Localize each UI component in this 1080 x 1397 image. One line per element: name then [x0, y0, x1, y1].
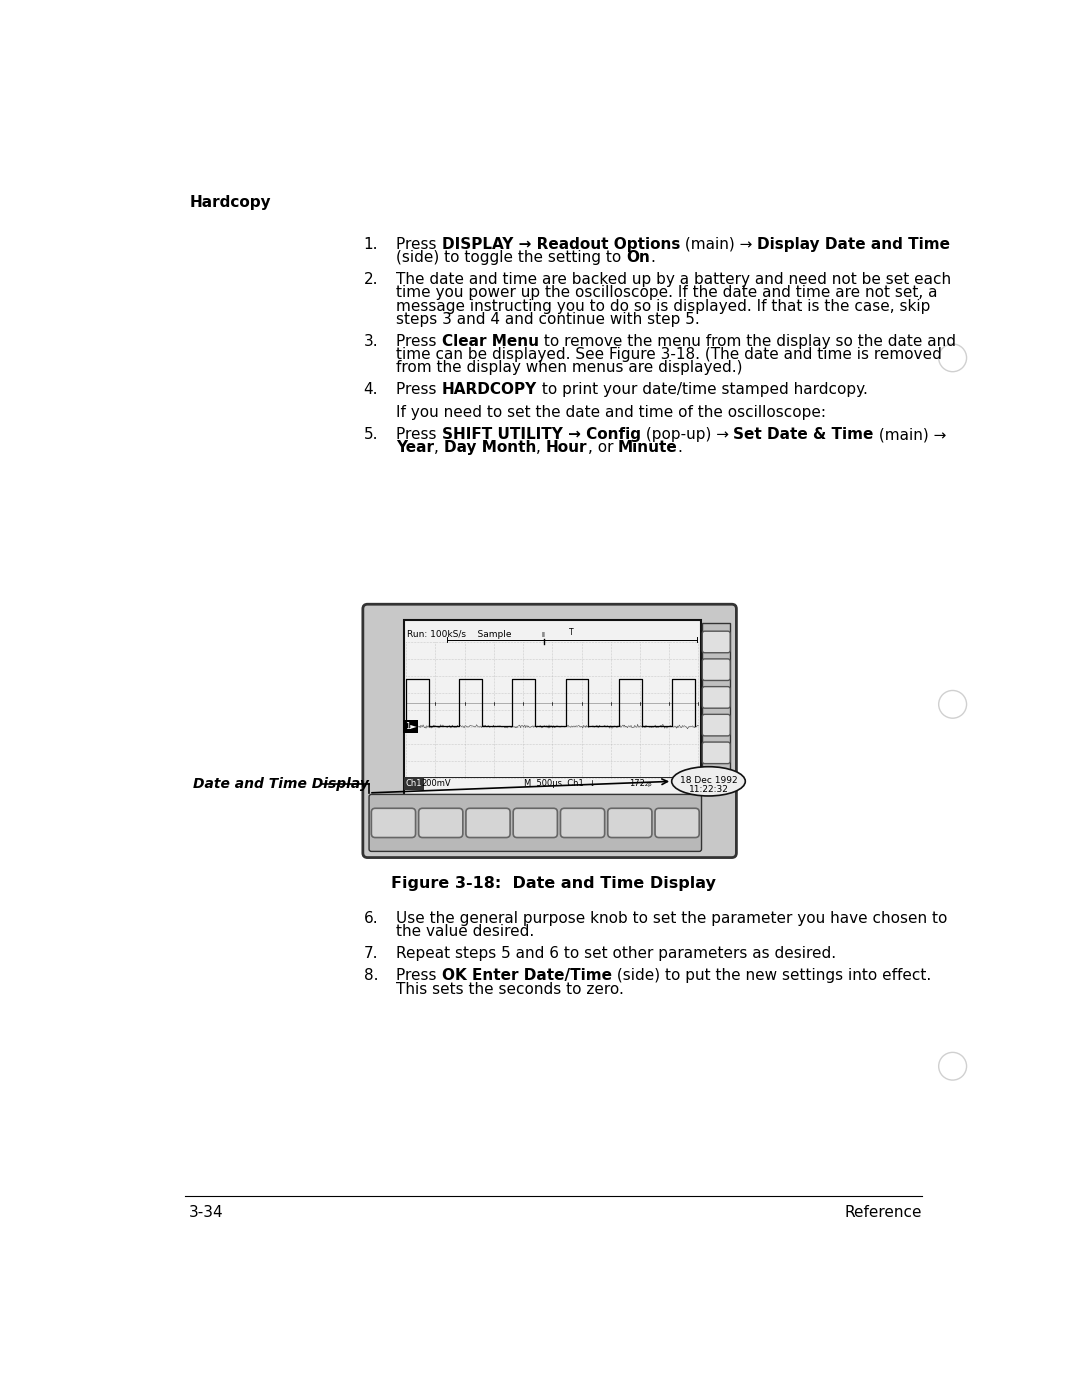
Text: Figure 3-18:  Date and Time Display: Figure 3-18: Date and Time Display: [391, 876, 716, 891]
Text: Minute: Minute: [618, 440, 677, 455]
FancyBboxPatch shape: [702, 686, 730, 708]
FancyBboxPatch shape: [702, 631, 730, 652]
Text: Use the general purpose knob to set the parameter you have chosen to: Use the general purpose knob to set the …: [396, 911, 947, 926]
Text: 6.: 6.: [364, 911, 378, 926]
FancyBboxPatch shape: [561, 809, 605, 838]
Text: T: T: [569, 627, 575, 637]
Text: message instructing you to do so is displayed. If that is the case, skip: message instructing you to do so is disp…: [396, 299, 931, 313]
Text: (pop-up) →: (pop-up) →: [640, 427, 733, 441]
Text: Run: 100kS/s    Sample: Run: 100kS/s Sample: [407, 630, 512, 640]
Text: OK Enter Date/Time: OK Enter Date/Time: [442, 968, 611, 983]
Text: Year: Year: [396, 440, 434, 455]
Text: from the display when menus are displayed.): from the display when menus are displaye…: [396, 360, 743, 376]
Text: Repeat steps 5 and 6 to set other parameters as desired.: Repeat steps 5 and 6 to set other parame…: [396, 946, 836, 961]
Text: HARDCOPY: HARDCOPY: [442, 383, 537, 398]
Text: 4.: 4.: [364, 383, 378, 398]
Text: M  500μs  Ch1  ↓: M 500μs Ch1 ↓: [524, 780, 596, 788]
Text: Display Date and Time: Display Date and Time: [757, 237, 950, 251]
FancyBboxPatch shape: [656, 809, 699, 838]
Text: , or: , or: [588, 440, 618, 455]
FancyBboxPatch shape: [702, 659, 730, 680]
Text: Hardcopy: Hardcopy: [189, 194, 271, 210]
Text: Press: Press: [396, 427, 442, 441]
Text: II: II: [541, 631, 545, 638]
Text: DISPLAY → Readout Options: DISPLAY → Readout Options: [442, 237, 680, 251]
FancyBboxPatch shape: [608, 809, 652, 838]
FancyBboxPatch shape: [372, 809, 416, 838]
Text: If you need to set the date and time of the oscilloscope:: If you need to set the date and time of …: [396, 405, 826, 420]
Text: 172₂ₚ: 172₂ₚ: [629, 780, 651, 788]
FancyBboxPatch shape: [465, 809, 510, 838]
Text: time you power up the oscilloscope. If the date and time are not set, a: time you power up the oscilloscope. If t…: [396, 285, 937, 300]
Text: 8.: 8.: [364, 968, 378, 983]
Text: 200mV: 200mV: [421, 780, 450, 788]
Text: Ch1: Ch1: [405, 780, 422, 788]
Text: time can be displayed. See Figure 3-18. (The date and time is removed: time can be displayed. See Figure 3-18. …: [396, 346, 942, 362]
Text: Press: Press: [396, 968, 442, 983]
Text: 11:22:32: 11:22:32: [689, 785, 728, 793]
Text: 2.: 2.: [364, 272, 378, 288]
Text: to print your date/time stamped hardcopy.: to print your date/time stamped hardcopy…: [537, 383, 867, 398]
Text: Press: Press: [396, 334, 442, 349]
Text: SHIFT UTILITY → Config: SHIFT UTILITY → Config: [442, 427, 640, 441]
Text: to remove the menu from the display so the date and: to remove the menu from the display so t…: [539, 334, 956, 349]
Text: 1.: 1.: [364, 237, 378, 251]
Text: 5.: 5.: [364, 427, 378, 441]
Ellipse shape: [672, 767, 745, 796]
FancyBboxPatch shape: [419, 809, 463, 838]
Bar: [702, 623, 730, 773]
Text: Press: Press: [396, 237, 442, 251]
Text: ,: ,: [434, 440, 444, 455]
Text: 7.: 7.: [364, 946, 378, 961]
Bar: [404, 620, 701, 795]
Text: Reference: Reference: [845, 1204, 921, 1220]
Text: 18 Dec 1992: 18 Dec 1992: [679, 775, 738, 785]
Text: Hour: Hour: [546, 440, 588, 455]
FancyBboxPatch shape: [369, 795, 702, 851]
FancyBboxPatch shape: [702, 714, 730, 736]
Text: (side) to toggle the setting to: (side) to toggle the setting to: [396, 250, 626, 265]
Text: 3.: 3.: [364, 334, 378, 349]
Text: (main) →: (main) →: [874, 427, 946, 441]
Text: ,: ,: [537, 440, 546, 455]
Text: Clear Menu: Clear Menu: [442, 334, 539, 349]
Text: 3-34: 3-34: [189, 1204, 224, 1220]
Text: (side) to put the new settings into effect.: (side) to put the new settings into effe…: [611, 968, 931, 983]
Text: 1►: 1►: [405, 722, 417, 731]
Text: Press: Press: [396, 383, 442, 398]
FancyBboxPatch shape: [702, 742, 730, 764]
Text: Set Date & Time: Set Date & Time: [733, 427, 874, 441]
Text: Date and Time Display: Date and Time Display: [193, 777, 369, 791]
Text: (main) →: (main) →: [680, 237, 757, 251]
FancyBboxPatch shape: [513, 809, 557, 838]
FancyBboxPatch shape: [363, 605, 737, 858]
Text: On: On: [626, 250, 650, 265]
Text: the value desired.: the value desired.: [396, 923, 535, 939]
Text: .: .: [650, 250, 656, 265]
Text: .: .: [677, 440, 683, 455]
Text: Day Month: Day Month: [444, 440, 537, 455]
Text: steps 3 and 4 and continue with step 5.: steps 3 and 4 and continue with step 5.: [396, 312, 700, 327]
Text: This sets the seconds to zero.: This sets the seconds to zero.: [396, 982, 624, 996]
Text: The date and time are backed up by a battery and need not be set each: The date and time are backed up by a bat…: [396, 272, 951, 288]
